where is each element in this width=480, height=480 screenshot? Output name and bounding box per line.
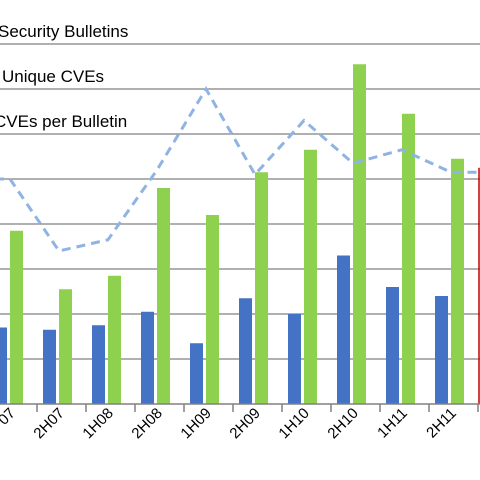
x-tick-label: 07 [0,405,19,429]
legend-security-bulletins: Security Bulletins [0,22,128,41]
bar-security-bulletins [239,298,252,404]
bar-security-bulletins [435,296,448,404]
bars [0,64,480,404]
bar-unique-cves [157,188,170,404]
bar-security-bulletins [288,314,301,404]
bar-unique-cves [353,64,366,404]
x-tick-label: 1H10 [275,405,312,442]
x-axis [0,403,480,412]
line-series [0,86,480,253]
legend: Security Bulletins Unique CVEs CVEs per … [0,22,128,131]
bar-security-bulletins [43,329,56,404]
bar-unique-cves [304,149,317,404]
x-tick-labels: 072H071H082H081H092H091H102H101H112H111H [0,405,460,442]
legend-unique-cves: Unique CVEs [2,67,104,86]
gridlines [0,43,480,360]
bar-unique-cves [402,113,415,404]
x-tick-label: 1H08 [79,405,116,442]
bar-unique-cves [59,289,72,404]
x-tick-label: 2H08 [128,405,165,442]
line-cves-per-bulletin [0,86,480,253]
bar-unique-cves [206,215,219,404]
bar-unique-cves [108,275,121,404]
bar-unique-cves [255,172,268,404]
bar-security-bulletins [141,311,154,404]
bar-unique-cves [451,158,464,404]
x-tick-label: 2H07 [30,405,67,442]
x-tick-label: 2H10 [324,405,361,442]
bar-security-bulletins [0,327,7,404]
x-tick-label: 2H09 [226,405,263,442]
legend-cves-per-bulletin: CVEs per Bulletin [0,112,127,131]
bar-security-bulletins [386,287,399,404]
x-tick-label: 1H09 [177,405,214,442]
bar-security-bulletins [337,255,350,404]
bar-security-bulletins [92,325,105,404]
bar-unique-cves [10,230,23,404]
bar-security-bulletins [190,343,203,404]
